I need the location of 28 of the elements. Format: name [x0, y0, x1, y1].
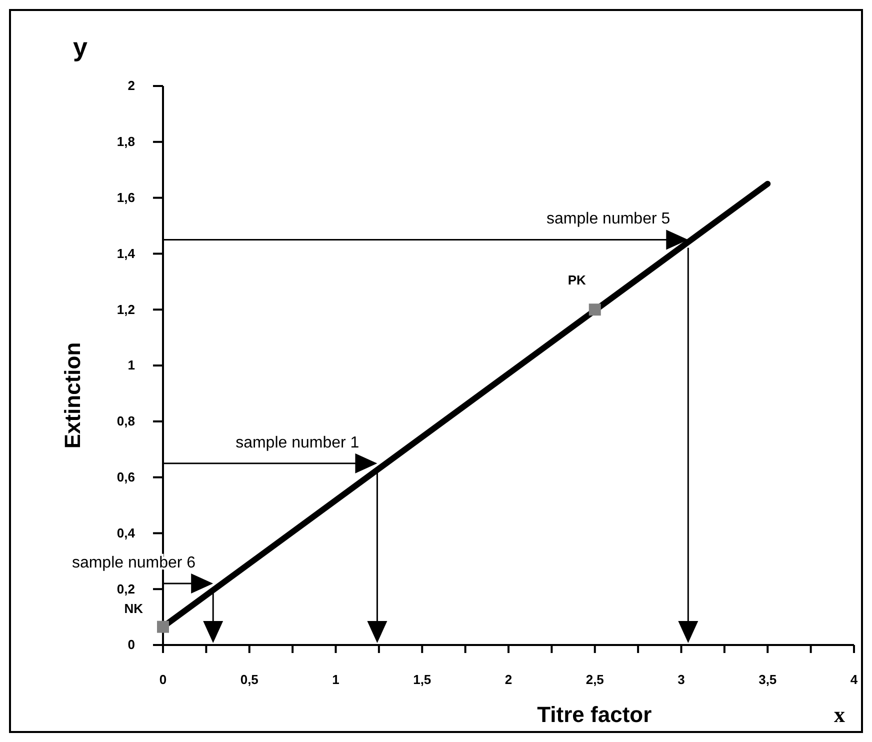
y-tick-label: 1,2	[116, 302, 135, 317]
y-tick-label: 0,8	[116, 414, 135, 429]
y-axis-title: Extinction	[60, 342, 85, 449]
x-tick-label: 2	[504, 672, 512, 688]
x-tick-label: 0	[159, 672, 167, 688]
y-tick-label: 2	[128, 78, 135, 94]
text: x	[834, 702, 845, 727]
x-tick-label: 3	[678, 672, 685, 688]
annotation: NK	[124, 600, 144, 616]
y-tick-label: 0,2	[116, 581, 135, 596]
x-tick-label: 2,5	[586, 672, 604, 688]
y-tick-label: 1,6	[116, 190, 135, 205]
annotation: sample number 1	[236, 434, 360, 452]
annotation: PK	[568, 272, 587, 288]
x-tick-label: 1,5	[413, 672, 432, 688]
x-axis-title: Titre factor	[537, 702, 652, 727]
x-tick-label: 3,5	[758, 672, 777, 688]
y-tick-label: 1,8	[116, 134, 135, 150]
y-tick-label: 1,4	[116, 246, 136, 261]
x-tick-label: 0,5	[240, 672, 258, 688]
annotation: sample number 5	[546, 210, 670, 228]
x-tick-label: 4	[850, 672, 858, 688]
y-tick-label: 0,4	[116, 525, 136, 540]
x-tick-label: 1	[332, 672, 340, 688]
y-tick-label: 1	[128, 358, 135, 373]
y-tick-label: 0	[128, 637, 135, 652]
y-tick-label: 0,6	[116, 469, 135, 484]
text: y	[73, 32, 88, 62]
